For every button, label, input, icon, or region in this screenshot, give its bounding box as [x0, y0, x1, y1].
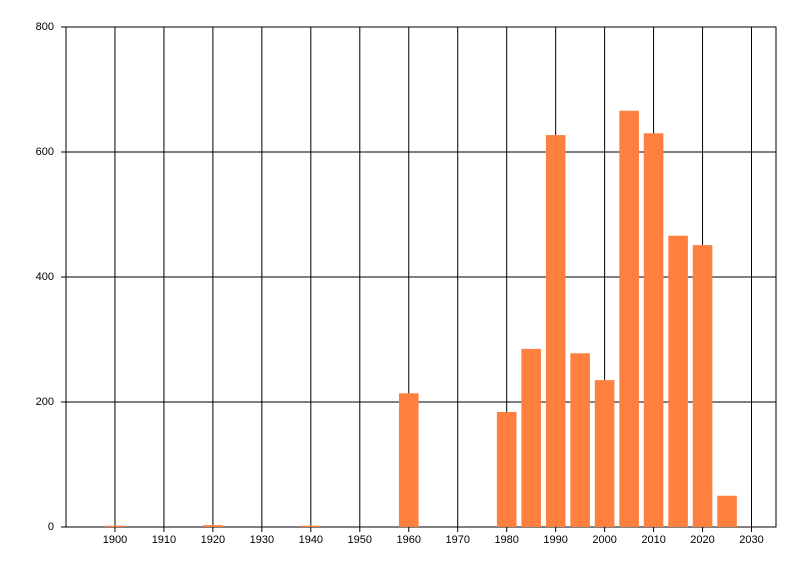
x-tick-label: 2030	[739, 534, 763, 546]
bar	[570, 353, 590, 527]
x-tick-label: 2010	[641, 534, 665, 546]
y-tick-label: 400	[36, 271, 54, 283]
x-tick-label: 1900	[103, 534, 127, 546]
bar	[692, 245, 713, 527]
bar	[203, 525, 223, 527]
x-tick-label: 1970	[445, 534, 469, 546]
bar	[545, 135, 566, 527]
x-tick-label: 1920	[201, 534, 225, 546]
x-tick-label: 2000	[592, 534, 616, 546]
bar	[643, 133, 664, 527]
x-tick-label: 1950	[348, 534, 372, 546]
bar	[619, 110, 639, 527]
x-tick-label: 2020	[690, 534, 714, 546]
bar	[717, 495, 737, 527]
x-tick-label: 1940	[299, 534, 323, 546]
y-tick-label: 0	[48, 521, 54, 533]
y-tick-label: 800	[36, 21, 54, 33]
bar	[301, 525, 321, 527]
x-tick-label: 1960	[397, 534, 421, 546]
bar	[668, 235, 688, 527]
x-tick-label: 1990	[543, 534, 567, 546]
x-tick-label: 1910	[152, 534, 176, 546]
bar	[521, 348, 541, 527]
y-tick-label: 600	[36, 146, 54, 158]
y-tick-label: 200	[36, 396, 54, 408]
bar	[496, 412, 517, 527]
bar	[398, 393, 419, 527]
x-tick-label: 1930	[250, 534, 274, 546]
bar	[105, 525, 125, 527]
x-tick-label: 1980	[494, 534, 518, 546]
bar	[594, 380, 615, 527]
